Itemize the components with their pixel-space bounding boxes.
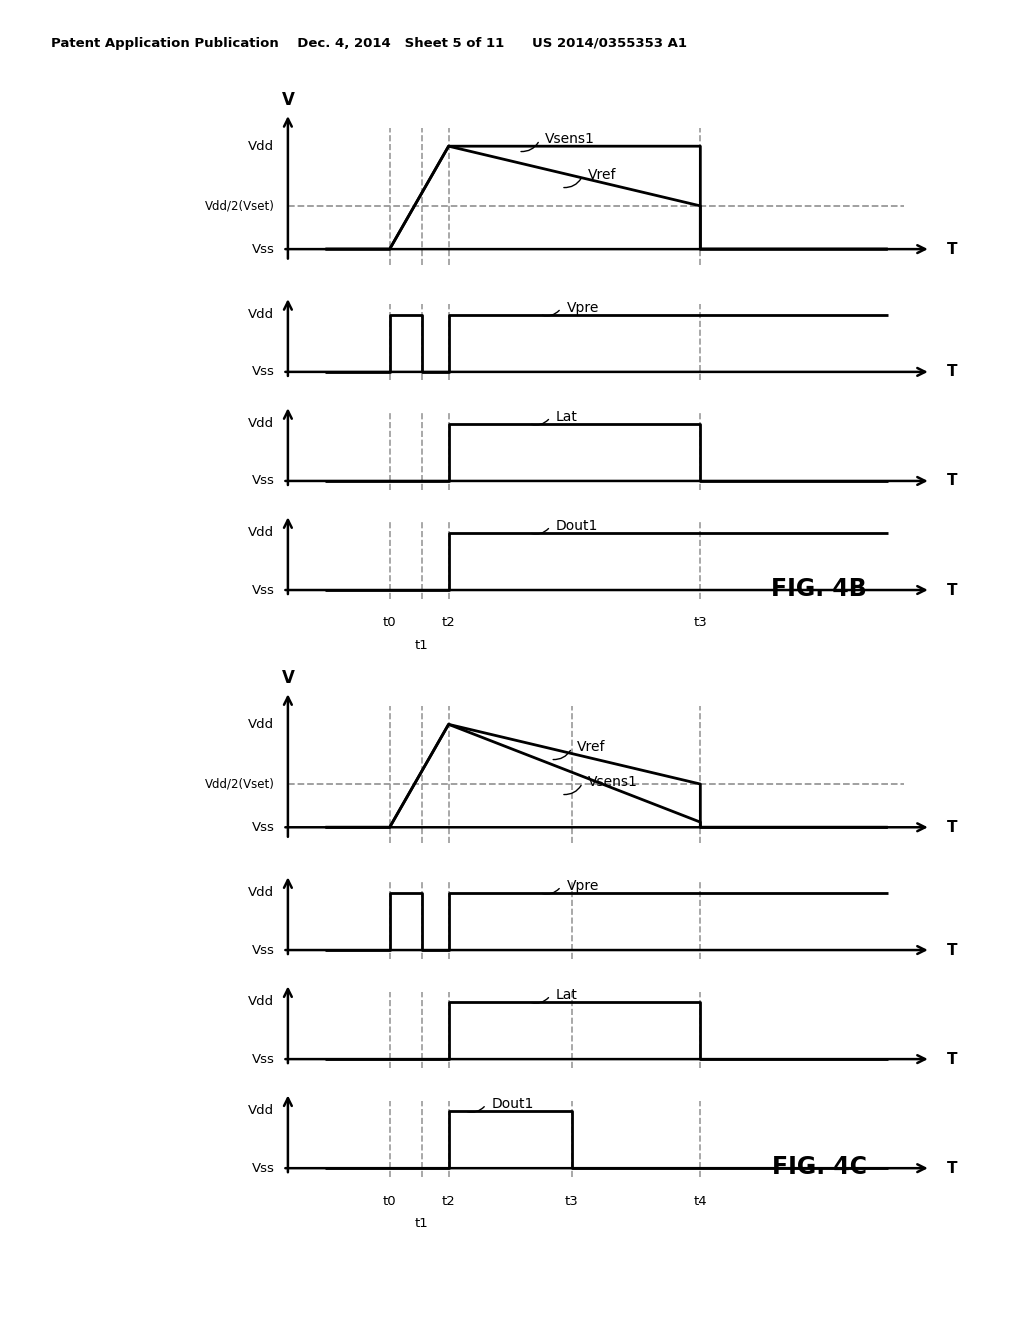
Text: t1: t1: [415, 1217, 429, 1230]
Text: Vdd: Vdd: [249, 140, 274, 153]
Text: T: T: [947, 942, 957, 957]
Text: Vss: Vss: [252, 583, 274, 597]
Text: Lat: Lat: [556, 409, 578, 424]
Text: Patent Application Publication    Dec. 4, 2014   Sheet 5 of 11      US 2014/0355: Patent Application Publication Dec. 4, 2…: [51, 37, 687, 50]
Text: Vdd: Vdd: [249, 417, 274, 430]
Text: t4: t4: [693, 1195, 708, 1208]
Text: Vss: Vss: [252, 821, 274, 834]
Text: FIG. 4C: FIG. 4C: [772, 1155, 866, 1179]
Text: Vpre: Vpre: [566, 301, 599, 314]
Text: t2: t2: [441, 1195, 456, 1208]
Text: FIG. 4B: FIG. 4B: [771, 577, 867, 601]
Text: T: T: [947, 1160, 957, 1176]
Text: V: V: [282, 669, 294, 688]
Text: t3: t3: [693, 616, 708, 630]
Text: Vdd: Vdd: [249, 886, 274, 899]
Text: t1: t1: [415, 639, 429, 652]
Text: Vdd: Vdd: [249, 718, 274, 731]
Text: Vss: Vss: [252, 1052, 274, 1065]
Text: Vsens1: Vsens1: [588, 775, 638, 789]
Text: Vdd: Vdd: [249, 995, 274, 1008]
Text: Vss: Vss: [252, 1162, 274, 1175]
Text: T: T: [947, 474, 957, 488]
Text: Vsens1: Vsens1: [545, 132, 595, 147]
Text: t3: t3: [565, 1195, 579, 1208]
Text: Vdd: Vdd: [249, 308, 274, 321]
Text: Vss: Vss: [252, 944, 274, 957]
Text: T: T: [947, 820, 957, 834]
Text: Vpre: Vpre: [566, 879, 599, 892]
Text: Vref: Vref: [578, 741, 605, 754]
Text: Lat: Lat: [556, 987, 578, 1002]
Text: t2: t2: [441, 616, 456, 630]
Text: Vss: Vss: [252, 474, 274, 487]
Text: T: T: [947, 1052, 957, 1067]
Text: Vdd/2(Vset): Vdd/2(Vset): [205, 199, 274, 213]
Text: t0: t0: [383, 616, 396, 630]
Text: Vref: Vref: [588, 168, 616, 182]
Text: T: T: [947, 582, 957, 598]
Text: Vdd: Vdd: [249, 1105, 274, 1118]
Text: V: V: [282, 91, 294, 110]
Text: Dout1: Dout1: [556, 519, 598, 533]
Text: T: T: [947, 242, 957, 256]
Text: t0: t0: [383, 1195, 396, 1208]
Text: Vss: Vss: [252, 243, 274, 256]
Text: Vss: Vss: [252, 366, 274, 379]
Text: T: T: [947, 364, 957, 379]
Text: Dout1: Dout1: [492, 1097, 534, 1111]
Text: Vdd: Vdd: [249, 527, 274, 540]
Text: Vdd/2(Vset): Vdd/2(Vset): [205, 777, 274, 791]
